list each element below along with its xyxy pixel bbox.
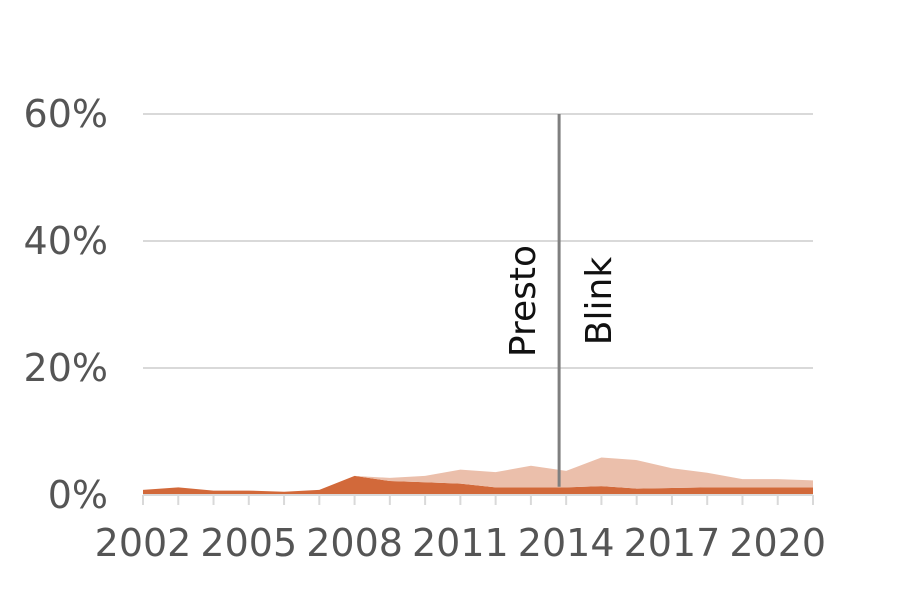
x-tick-label: 2011 <box>412 521 509 565</box>
area-series-2 <box>143 457 813 492</box>
x-tick-label: 2002 <box>95 521 192 565</box>
annotation-blink: Blink <box>579 257 620 346</box>
x-tick-label: 2020 <box>729 521 826 565</box>
y-tick-label: 0% <box>48 473 108 517</box>
x-tick-label: 2014 <box>518 521 615 565</box>
y-tick-label: 60% <box>24 92 108 136</box>
annotation-presto: Presto <box>503 245 544 357</box>
x-tick-label: 2008 <box>306 521 403 565</box>
area-series-1 <box>143 475 813 495</box>
y-tick-label: 40% <box>24 219 108 263</box>
y-tick-label: 20% <box>24 346 108 390</box>
x-tick-label: 2005 <box>200 521 297 565</box>
x-tick-label: 2017 <box>624 521 721 565</box>
